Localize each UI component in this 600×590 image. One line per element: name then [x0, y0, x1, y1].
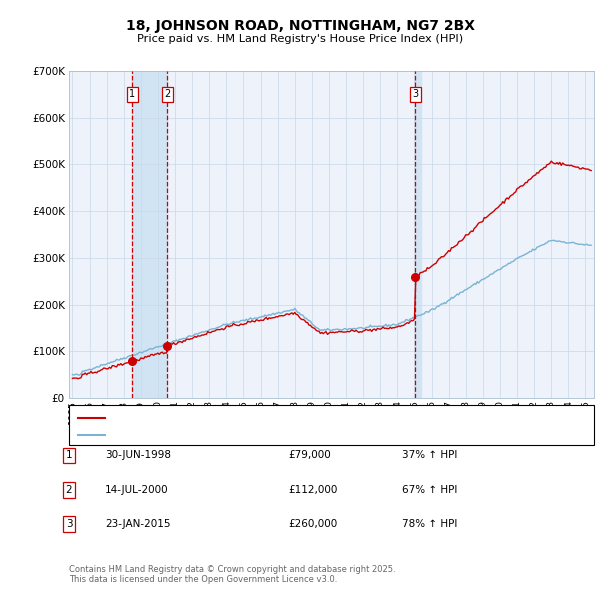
Text: HPI: Average price, detached house, City of Nottingham: HPI: Average price, detached house, City…	[109, 431, 388, 440]
Text: £260,000: £260,000	[288, 519, 337, 529]
Text: 2: 2	[65, 485, 73, 494]
Text: Contains HM Land Registry data © Crown copyright and database right 2025.
This d: Contains HM Land Registry data © Crown c…	[69, 565, 395, 584]
Text: 3: 3	[65, 519, 73, 529]
Text: £79,000: £79,000	[288, 451, 331, 460]
Text: 78% ↑ HPI: 78% ↑ HPI	[402, 519, 457, 529]
Text: 37% ↑ HPI: 37% ↑ HPI	[402, 451, 457, 460]
Text: 1: 1	[65, 451, 73, 460]
Text: 14-JUL-2000: 14-JUL-2000	[105, 485, 169, 494]
Text: 3: 3	[412, 89, 419, 99]
Text: 18, JOHNSON ROAD, NOTTINGHAM, NG7 2BX (detached house): 18, JOHNSON ROAD, NOTTINGHAM, NG7 2BX (d…	[109, 413, 424, 423]
Text: 30-JUN-1998: 30-JUN-1998	[105, 451, 171, 460]
Text: 23-JAN-2015: 23-JAN-2015	[105, 519, 170, 529]
Text: £112,000: £112,000	[288, 485, 337, 494]
Text: 2: 2	[164, 89, 170, 99]
Text: 18, JOHNSON ROAD, NOTTINGHAM, NG7 2BX: 18, JOHNSON ROAD, NOTTINGHAM, NG7 2BX	[125, 19, 475, 33]
Text: 1: 1	[129, 89, 136, 99]
Text: Price paid vs. HM Land Registry's House Price Index (HPI): Price paid vs. HM Land Registry's House …	[137, 34, 463, 44]
Bar	[415, 71, 421, 398]
Text: 67% ↑ HPI: 67% ↑ HPI	[402, 485, 457, 494]
Bar	[132, 71, 167, 398]
